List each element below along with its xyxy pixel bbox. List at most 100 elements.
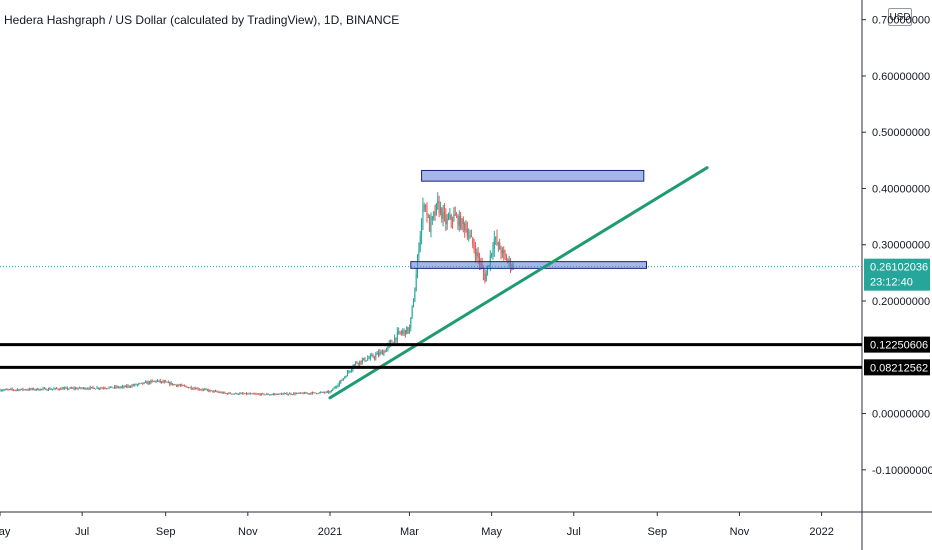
y-tick-label: 0.20000000 <box>872 296 930 308</box>
candle-body-up <box>96 387 98 389</box>
candle-body-up <box>136 384 138 386</box>
candle-body-up <box>423 205 425 208</box>
candle-body-up <box>271 394 273 396</box>
candle-body-down <box>179 385 181 387</box>
candle-body-down <box>474 249 476 257</box>
candle-body-up <box>442 211 444 219</box>
candle-body-down <box>360 360 362 363</box>
candle-body-down <box>194 388 196 390</box>
candle-body-down <box>165 381 167 383</box>
drawings <box>0 166 862 400</box>
candle-body-down <box>302 393 304 395</box>
candle-body-down <box>310 393 312 395</box>
candle-body-down <box>126 385 128 387</box>
candle-body-up <box>85 388 87 390</box>
candle-body-up <box>89 387 91 389</box>
candle-body-down <box>146 381 148 384</box>
candle-body-up <box>127 385 129 387</box>
candle-body-up <box>369 355 371 359</box>
candle-body-up <box>244 393 246 395</box>
candle-body-down <box>460 216 462 229</box>
candle-body-up <box>239 393 241 395</box>
candle-body-up <box>492 249 494 254</box>
candle-body-up <box>130 386 132 388</box>
price-axis[interactable]: 0.70000000 0.60000000 0.50000000 0.40000000… <box>862 15 932 477</box>
x-tick-label: Mar <box>400 526 419 538</box>
candle-body-up <box>320 392 322 394</box>
candle-body-down <box>262 393 264 395</box>
candle-body-up <box>8 389 10 391</box>
candle-body-up <box>465 228 467 231</box>
candle-body-down <box>245 393 247 395</box>
candle-body-down <box>280 393 282 395</box>
candle-body-down <box>241 393 243 395</box>
candle-body-up <box>390 341 392 343</box>
candle-body-up <box>493 238 495 250</box>
candle-body-down <box>496 237 498 244</box>
candle-body-down <box>395 337 397 340</box>
candle-body-up <box>193 388 195 390</box>
x-tick-label: Sep <box>156 526 176 538</box>
candle-body-down <box>174 384 176 386</box>
candle-body-up <box>26 389 28 391</box>
candle-body-down <box>472 237 474 245</box>
candle-body-down <box>7 389 9 391</box>
candle-body-down <box>169 382 171 385</box>
candle-body-up <box>311 392 313 394</box>
candle-body-up <box>196 388 198 390</box>
candle-body-down <box>279 393 281 395</box>
candle-body-down <box>356 362 358 364</box>
candle-body-up <box>223 392 225 394</box>
candle-body-up <box>458 216 460 226</box>
candle-body-down <box>400 332 402 334</box>
currency-button[interactable]: USD <box>888 8 912 26</box>
candle-body-up <box>359 360 361 364</box>
candle-body-up <box>367 358 369 361</box>
candle-body-up <box>418 249 420 256</box>
candle-body-down <box>12 389 14 391</box>
candle-body-down <box>483 268 485 274</box>
candle-body-up <box>220 392 222 394</box>
candle-body-up <box>289 393 291 395</box>
candle-body-up <box>411 307 413 318</box>
candle-body-down <box>255 393 257 395</box>
candle-body-up <box>371 355 373 357</box>
time-axis[interactable]: May Jul Sep Nov 2021 Mar May Jul Sep Nov 2022 <box>0 512 834 538</box>
candle-body-up <box>368 358 370 360</box>
candle-body-down <box>452 219 454 221</box>
candle-body-up <box>306 393 308 395</box>
candle-body-down <box>61 388 63 390</box>
candle-body-down <box>14 389 16 391</box>
candle-body-down <box>184 385 186 387</box>
x-tick-label: Sep <box>647 526 667 538</box>
candle-body-up <box>351 369 353 371</box>
candle-body-up <box>157 380 159 382</box>
candle-body-down <box>45 388 47 391</box>
candle-body-down <box>301 392 303 394</box>
candle-body-up <box>250 393 252 395</box>
candle-body-up <box>485 272 487 282</box>
candle-body-down <box>294 393 296 395</box>
candle-body-down <box>162 381 164 383</box>
candle-body-down <box>73 388 75 390</box>
candle-body-up <box>213 390 215 392</box>
candle-body-down <box>210 390 212 392</box>
candle-body-up <box>81 388 83 390</box>
candle-body-up <box>240 393 242 395</box>
resistance-zone <box>410 261 647 269</box>
x-tick-label: Nov <box>730 526 750 538</box>
candle-body-down <box>256 393 258 395</box>
candle-body-down <box>88 388 90 390</box>
candle-body-up <box>297 392 299 394</box>
candle-body-down <box>305 392 307 394</box>
candle-body-down <box>290 393 292 395</box>
candle-body-up <box>3 389 5 391</box>
candle-body-up <box>42 388 44 390</box>
candle-body-down <box>151 380 153 382</box>
candle-body-up <box>158 380 160 382</box>
candle-body-up <box>303 392 305 394</box>
candle-body-down <box>229 392 231 394</box>
candle-body-up <box>68 388 70 390</box>
candle-body-up <box>272 394 274 396</box>
